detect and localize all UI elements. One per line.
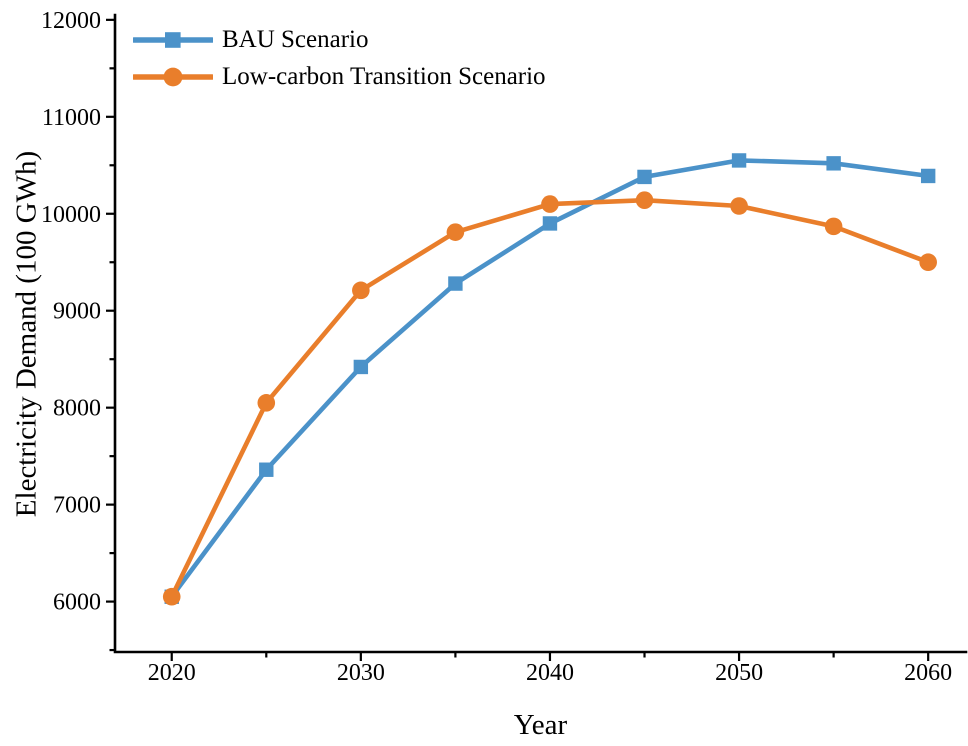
y-tick-label: 7000 bbox=[53, 493, 101, 519]
data-point-circle bbox=[446, 223, 465, 241]
data-point-square bbox=[353, 359, 369, 375]
data-point-circle bbox=[730, 197, 748, 215]
chart-legend: BAU Scenario Low-carbon Transition Scena… bbox=[133, 21, 546, 95]
data-point-square bbox=[731, 153, 747, 168]
data-point-circle bbox=[162, 587, 181, 606]
x-tick-label: 2050 bbox=[715, 660, 763, 686]
legend-marker-shape bbox=[165, 31, 181, 48]
data-point-circle bbox=[635, 191, 654, 209]
y-tick-label: 9000 bbox=[53, 299, 101, 325]
legend-item-bau: BAU Scenario bbox=[133, 21, 546, 58]
legend-marker-low-carbon bbox=[133, 67, 213, 86]
data-point-circle bbox=[541, 195, 559, 213]
legend-marker-bau bbox=[133, 31, 213, 48]
legend-marker-shape bbox=[163, 67, 183, 86]
y-tick-label: 10000 bbox=[41, 202, 101, 228]
legend-label-low-carbon: Low-carbon Transition Scenario bbox=[222, 62, 546, 90]
x-tick-label: 2060 bbox=[904, 660, 952, 686]
series-line-1 bbox=[169, 197, 930, 598]
data-point-circle bbox=[919, 253, 937, 272]
x-tick-label: 2030 bbox=[337, 660, 385, 686]
data-point-square bbox=[542, 216, 558, 231]
x-tick-label: 2040 bbox=[526, 660, 574, 686]
x-tick-label: 2020 bbox=[148, 660, 196, 686]
y-axis-title: Electricity Demand (100 GWh) bbox=[10, 150, 43, 518]
y-tick-label: 11000 bbox=[42, 105, 101, 131]
data-point-circle bbox=[257, 394, 276, 412]
data-point-circle bbox=[824, 217, 843, 236]
legend-item-low-carbon: Low-carbon Transition Scenario bbox=[133, 58, 546, 95]
y-tick-label: 12000 bbox=[41, 8, 101, 34]
data-point-square bbox=[920, 168, 936, 184]
data-point-square bbox=[259, 462, 274, 477]
data-point-square bbox=[637, 169, 652, 185]
x-axis-title: Year bbox=[513, 709, 568, 741]
data-point-square bbox=[448, 276, 463, 291]
data-point-circle bbox=[352, 281, 370, 300]
data-point-square bbox=[826, 156, 841, 171]
y-tick-label: 6000 bbox=[53, 590, 101, 616]
legend-label-bau: BAU Scenario bbox=[222, 25, 369, 53]
axes-lines bbox=[113, 13, 968, 654]
y-tick-label: 8000 bbox=[53, 396, 101, 422]
